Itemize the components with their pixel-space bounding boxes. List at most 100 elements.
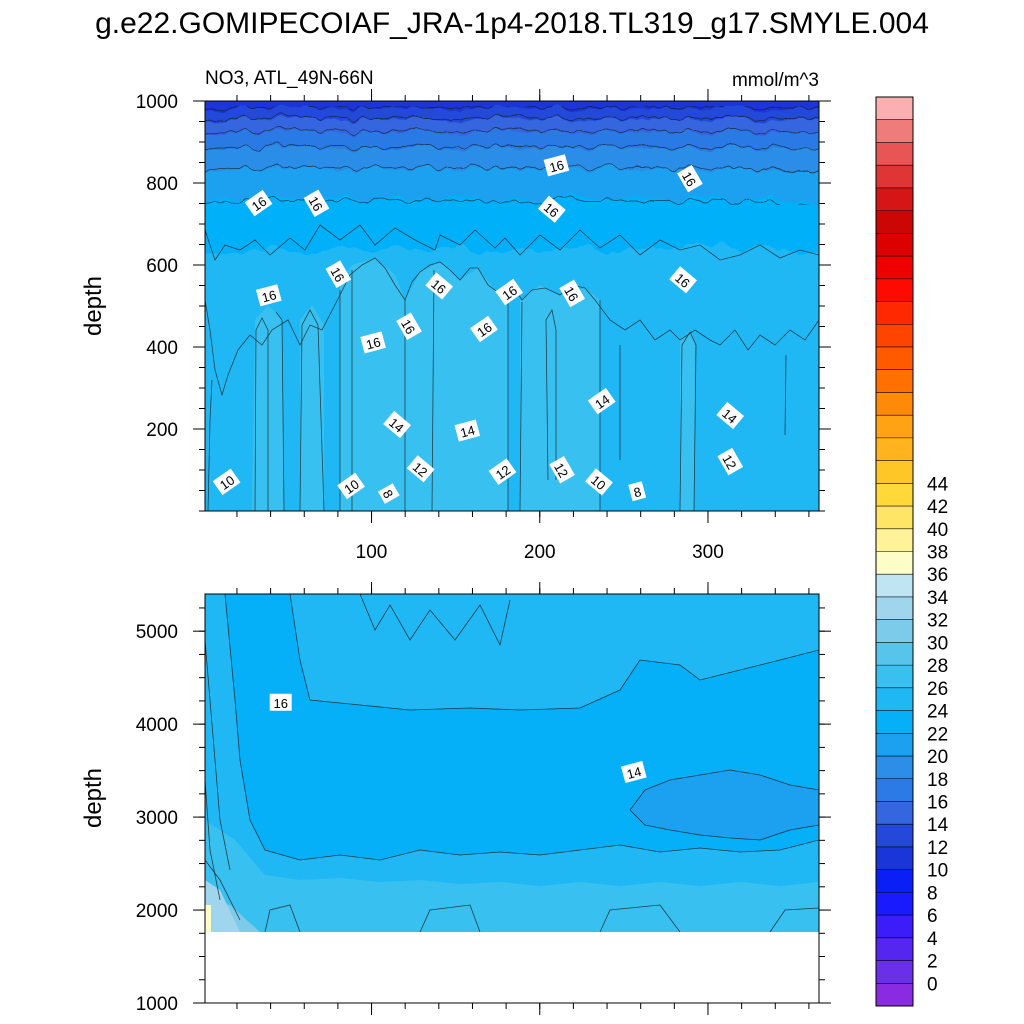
colorbar-box xyxy=(876,97,913,121)
bottom-y-tick-label: 3000 xyxy=(136,808,178,829)
contour-label: 10 xyxy=(337,472,365,500)
contour-label: 16 xyxy=(244,189,273,217)
top-panel: NO3, ATL_49N-66N mmol/m^3 xyxy=(80,68,831,563)
colorbar-box xyxy=(876,892,913,916)
contour-label: 16 xyxy=(425,272,454,300)
colorbar-box xyxy=(876,165,913,189)
contour-label: 16 xyxy=(360,331,386,354)
top-tick-labels: 100 200 300 200 400 600 800 1000 xyxy=(136,92,724,563)
contour-label: 16 xyxy=(470,315,498,343)
bottom-y-tick-label: 4000 xyxy=(136,715,178,736)
contour-label: 14 xyxy=(621,760,647,784)
colorbar-box xyxy=(876,392,913,416)
top-contour-labels: 10 10 8 12 12 12 10 8 12 14 14 14 14 16 16 16 16 16 16 16 16… xyxy=(212,154,745,504)
colorbar-label: 30 xyxy=(927,633,948,654)
colorbar-label: 42 xyxy=(927,497,948,518)
svg-text:14: 14 xyxy=(459,422,477,440)
contour-label: 16 xyxy=(559,279,586,308)
svg-text:10: 10 xyxy=(341,477,361,498)
colorbar-box xyxy=(876,256,913,280)
colorbar-label: 28 xyxy=(927,656,948,677)
contour-label: 16 xyxy=(396,312,422,341)
colorbar-label: 44 xyxy=(927,474,949,495)
colorbar-label: 18 xyxy=(927,770,948,791)
colorbar-box xyxy=(876,483,913,507)
svg-text:12: 12 xyxy=(551,460,571,480)
colorbar-label: 20 xyxy=(927,747,948,768)
svg-text:12: 12 xyxy=(493,462,513,483)
colorbar-box xyxy=(876,574,913,598)
colorbar-box xyxy=(876,506,913,530)
colorbar-box xyxy=(876,528,913,552)
svg-text:14: 14 xyxy=(592,392,612,413)
top-x-tick-label: 300 xyxy=(692,542,724,563)
svg-text:16: 16 xyxy=(474,319,494,340)
contour-label: 16 xyxy=(543,154,570,177)
top-y-tick-label: 1000 xyxy=(136,92,178,113)
colorbar-box xyxy=(876,460,913,484)
contour-label: 14 xyxy=(383,410,411,439)
bottom-y-tick-label: 1000 xyxy=(136,994,178,1015)
colorbar-box xyxy=(876,937,913,961)
contour-label: 10 xyxy=(585,468,613,496)
colorbar-box xyxy=(876,619,913,643)
colorbar-box xyxy=(876,301,913,325)
colorbar-label: 8 xyxy=(927,883,938,904)
svg-text:12: 12 xyxy=(719,452,739,472)
contour-label: 12 xyxy=(406,455,435,483)
colorbar-box xyxy=(876,415,913,439)
top-x-tick-label: 100 xyxy=(356,542,388,563)
contour-label: 14 xyxy=(716,401,745,430)
bottom-y-tick-label: 5000 xyxy=(136,622,178,643)
bottom-contour-field xyxy=(205,594,819,1003)
colorbar-box xyxy=(876,642,913,666)
contour-label: 16 xyxy=(325,260,352,288)
colorbar-box xyxy=(876,437,913,461)
bottom-axis-ticks xyxy=(193,582,831,1015)
contour-label: 12 xyxy=(717,447,744,476)
svg-text:10: 10 xyxy=(217,472,237,493)
colorbar-box xyxy=(876,687,913,711)
colorbar-label: 2 xyxy=(927,952,938,973)
svg-text:16: 16 xyxy=(679,169,699,189)
svg-text:8: 8 xyxy=(632,484,643,500)
top-x-tick-label: 200 xyxy=(524,542,556,563)
svg-text:16: 16 xyxy=(305,194,325,214)
colorbar-box xyxy=(876,846,913,870)
svg-text:16: 16 xyxy=(561,284,581,304)
contour-label: 16 xyxy=(303,189,330,218)
colorbar-box xyxy=(876,710,913,734)
svg-text:16: 16 xyxy=(273,696,287,711)
contour-label: 8 xyxy=(377,483,400,504)
colorbar-box xyxy=(876,278,913,302)
colorbar-label: 26 xyxy=(927,679,948,700)
top-y-tick-label: 600 xyxy=(146,256,178,277)
colorbar-frame xyxy=(875,96,914,1007)
colorbar-box xyxy=(876,801,913,825)
svg-text:16: 16 xyxy=(364,334,382,352)
figure-title: g.e22.GOMIPECOIAF_JRA-1p4-2018.TL319_g17… xyxy=(95,7,929,40)
contour-label: 12 xyxy=(488,458,517,485)
top-y-tick-label: 800 xyxy=(146,174,178,195)
bottom-y-axis-label: depth xyxy=(80,768,107,828)
contour-label: 8 xyxy=(628,481,647,502)
colorbar-box xyxy=(876,187,913,211)
colorbar-label: 38 xyxy=(927,543,948,564)
colorbar-label: 22 xyxy=(927,724,948,745)
colorbar-box xyxy=(876,983,913,1007)
colorbar-box xyxy=(876,551,913,575)
top-y-axis-label: depth xyxy=(80,276,107,336)
colorbar-box xyxy=(876,733,913,757)
top-right-string: mmol/m^3 xyxy=(732,70,819,91)
colorbar-box xyxy=(876,369,913,393)
colorbar-box xyxy=(876,665,913,689)
colorbar-box xyxy=(876,824,913,848)
contour-label: 16 xyxy=(495,278,524,306)
bottom-y-tick-label: 2000 xyxy=(136,901,178,922)
contour-label: 10 xyxy=(212,468,241,496)
svg-text:14: 14 xyxy=(625,764,643,782)
bottom-plot-frame xyxy=(204,593,820,1004)
